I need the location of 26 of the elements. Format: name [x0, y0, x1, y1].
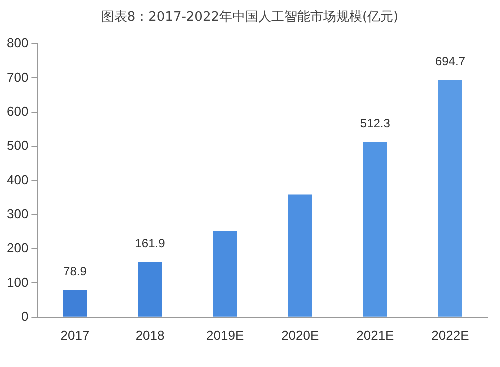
- y-tick-label: 500: [6, 138, 29, 154]
- bar: [138, 262, 162, 317]
- bar: [213, 230, 238, 317]
- chart-title: 图表8：2017-2022年中国人工智能市场规模(亿元): [100, 9, 400, 27]
- data-label: 78.9: [64, 264, 88, 279]
- data-label: 694.7: [435, 54, 466, 68]
- bar: [363, 142, 388, 317]
- y-tick-label: 700: [6, 70, 29, 85]
- x-tick-label: 2022E: [432, 328, 470, 343]
- y-tick-label: 600: [6, 104, 29, 119]
- y-tick-label: 800: [6, 36, 29, 51]
- x-tick-label: 2018: [136, 328, 165, 343]
- y-tick-label: 100: [6, 274, 29, 290]
- data-label: 161.9: [135, 236, 166, 250]
- bar: [438, 80, 462, 317]
- y-tick-label: 0: [21, 308, 29, 324]
- x-tick-label: 2017: [60, 328, 90, 343]
- x-tick-label: 2021E: [356, 328, 395, 343]
- y-tick-label: 400: [6, 172, 29, 188]
- x-tick-label: 2020E: [282, 328, 320, 343]
- y-tick-label: 300: [6, 206, 29, 222]
- y-tick-label: 200: [6, 240, 29, 256]
- bar: [63, 290, 88, 317]
- x-tick-label: 2019E: [206, 328, 244, 343]
- data-label: 512.3: [360, 116, 391, 131]
- bar: [288, 194, 312, 317]
